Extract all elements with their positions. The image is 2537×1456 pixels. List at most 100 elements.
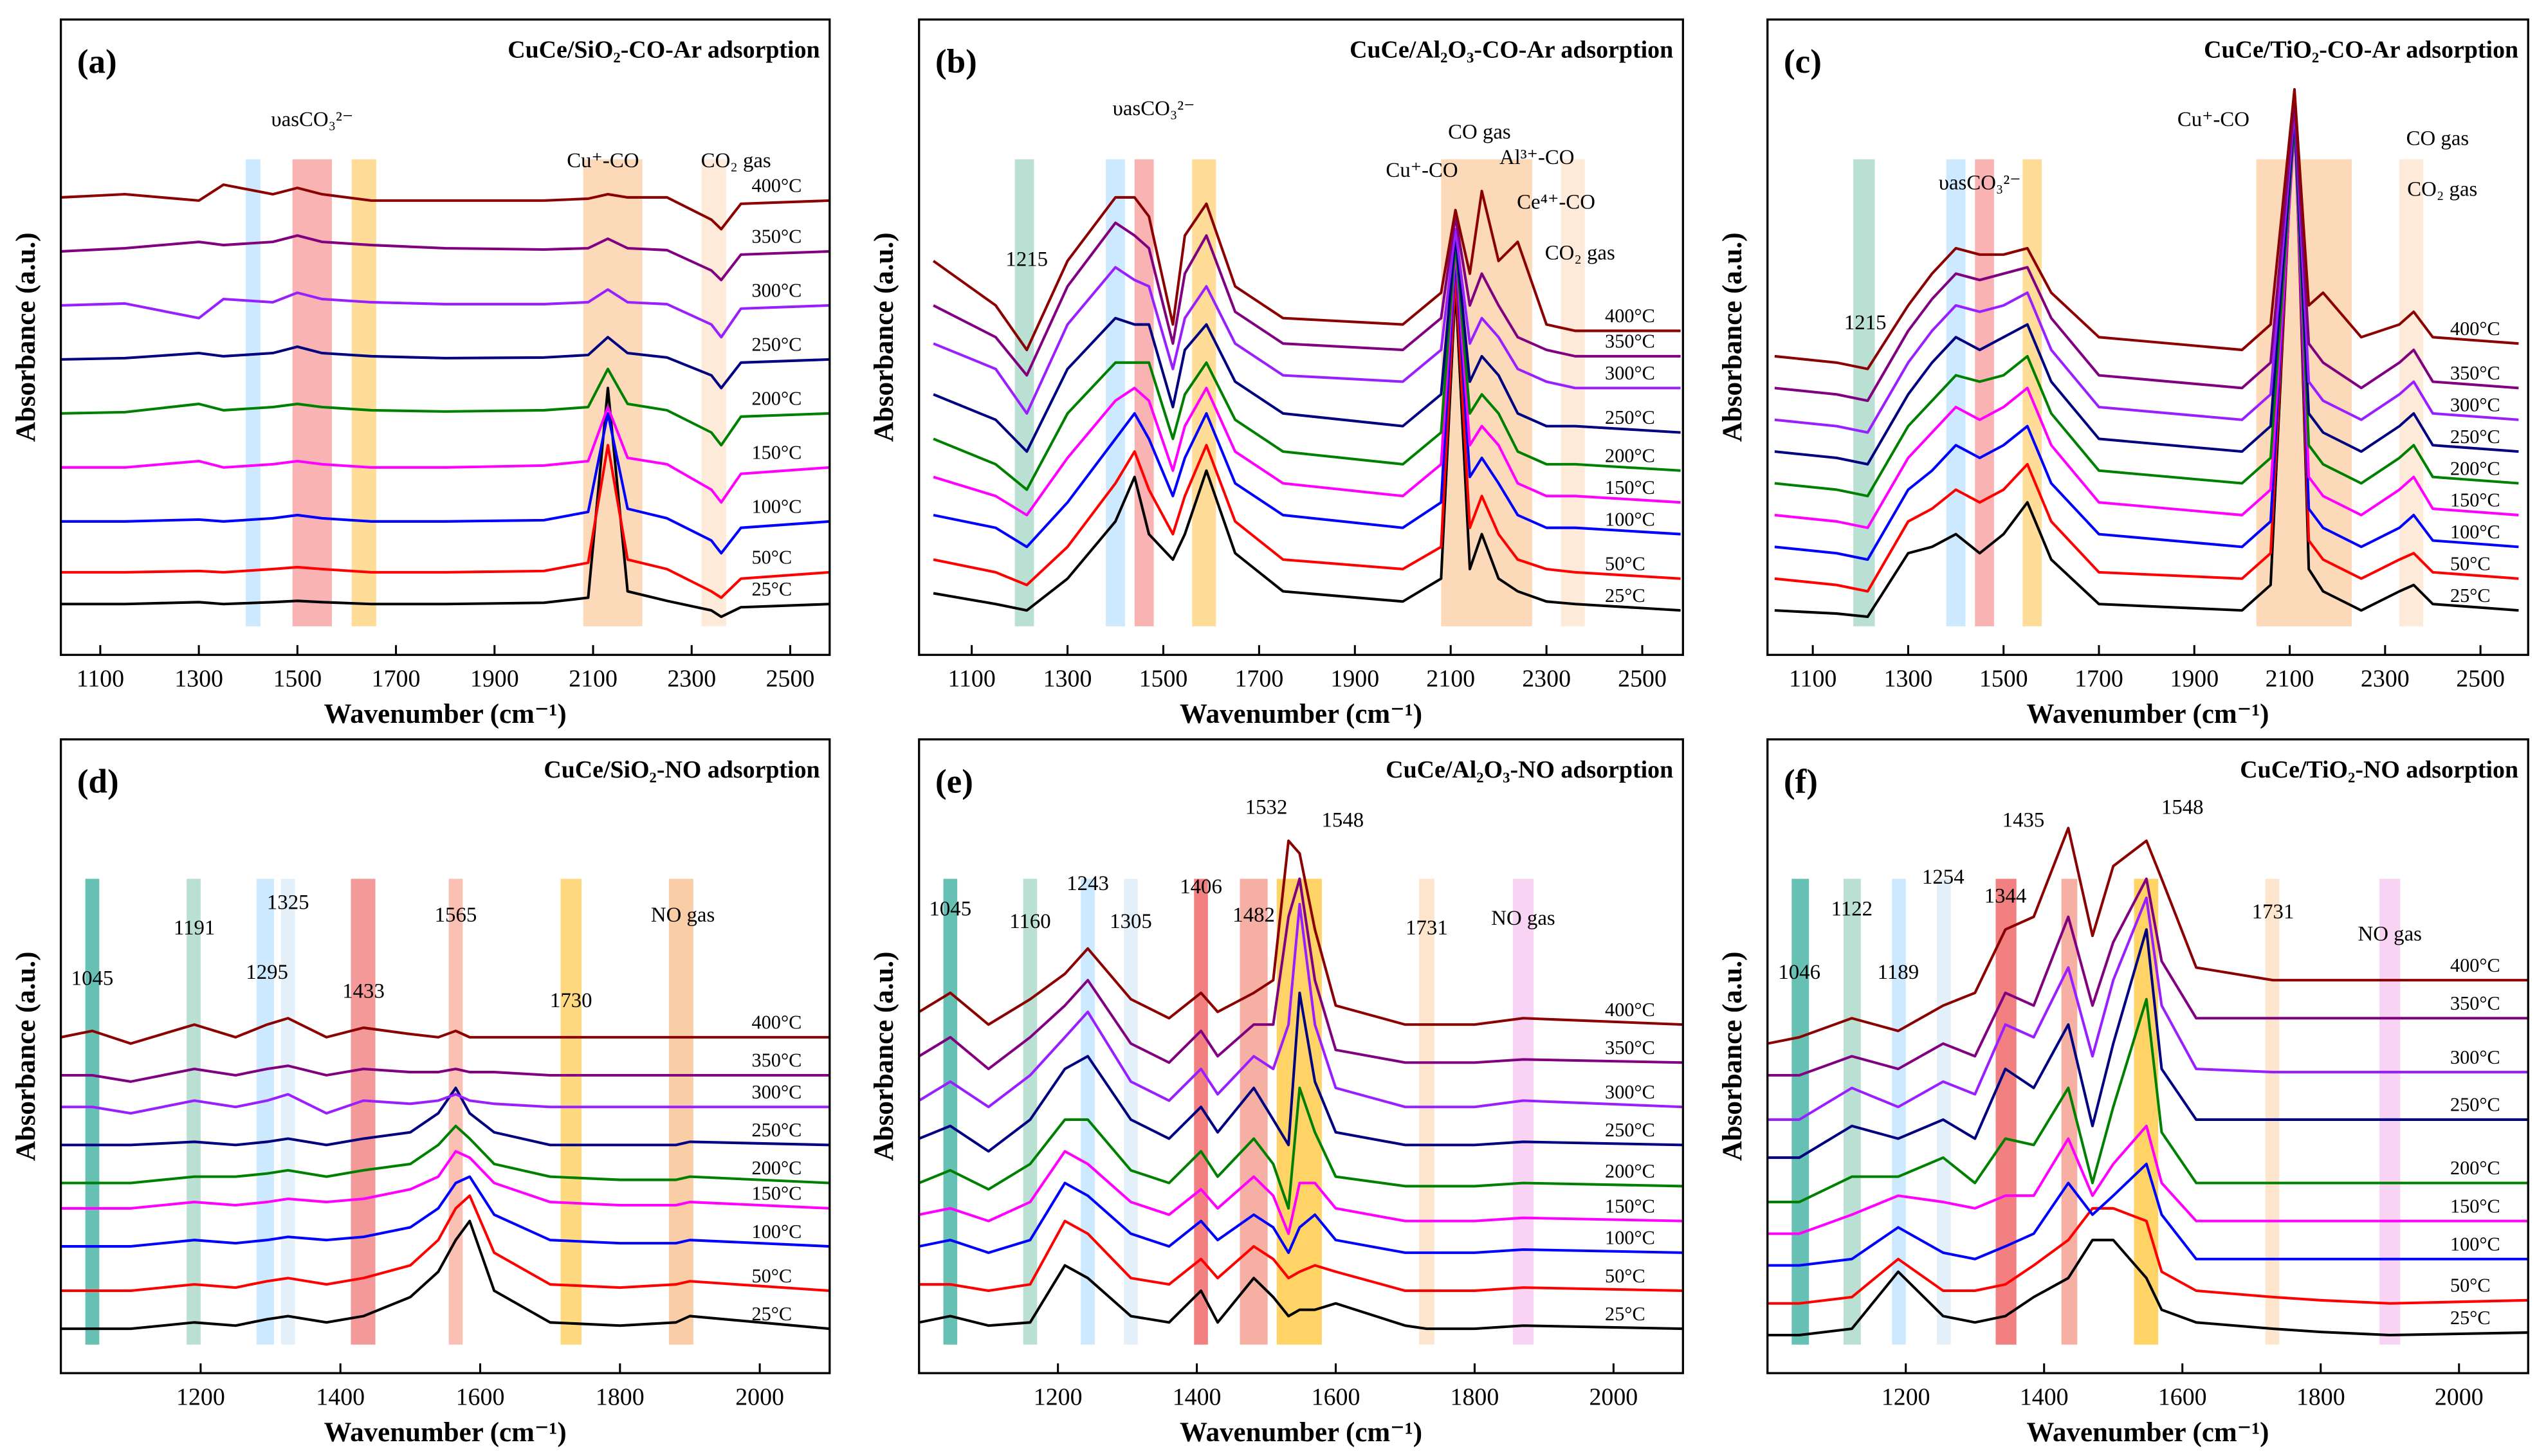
series-label: 250°C bbox=[1605, 1119, 1655, 1141]
highlight-band bbox=[1892, 878, 1906, 1345]
spectrum-line bbox=[918, 1086, 1683, 1210]
highlight-band bbox=[943, 878, 958, 1345]
spectrum-line bbox=[60, 1194, 830, 1293]
annotation: 1565 bbox=[435, 904, 477, 927]
x-tick-label: 1500 bbox=[1979, 665, 2028, 692]
panel-label: (c) bbox=[1784, 43, 1822, 80]
plot-frame bbox=[1766, 18, 2529, 656]
series-label: 350°C bbox=[1605, 331, 1655, 352]
highlight-band bbox=[448, 878, 463, 1345]
spectrum-line bbox=[60, 1086, 830, 1147]
annotation: CO₂ gas bbox=[2407, 178, 2477, 201]
spectrum-line bbox=[1774, 120, 2519, 498]
series-label: 50°C bbox=[2450, 552, 2491, 574]
spectrum-line bbox=[1774, 107, 2519, 593]
panel-label: (a) bbox=[77, 43, 117, 80]
highlight-band bbox=[1791, 878, 1809, 1345]
y-axis-label: Absorbance (a.u.) bbox=[11, 232, 41, 442]
annotation: 1548 bbox=[2161, 796, 2204, 819]
annotation: 1548 bbox=[1321, 808, 1364, 832]
annotation: 1406 bbox=[1180, 875, 1222, 898]
spectrum-line bbox=[933, 228, 1681, 415]
x-axis-label: Wavenumber (cm⁻¹) bbox=[2026, 699, 2269, 729]
x-tick-label: 1200 bbox=[1882, 1383, 1930, 1410]
spectrum-line bbox=[933, 272, 1681, 587]
x-tick-label: 1500 bbox=[1139, 665, 1188, 692]
series-label: 300°C bbox=[1605, 1081, 1655, 1103]
highlight-band bbox=[85, 878, 100, 1345]
annotation: Ce⁴⁺-CO bbox=[1517, 190, 1595, 214]
series-label: 50°C bbox=[1605, 1265, 1645, 1287]
spectrum-line bbox=[1774, 87, 2519, 370]
highlight-band bbox=[1995, 878, 2017, 1345]
series-label: 25°C bbox=[1605, 585, 1645, 606]
annotation: 1295 bbox=[246, 961, 288, 984]
annotation: 1215 bbox=[1005, 248, 1048, 271]
highlight-band bbox=[187, 878, 201, 1345]
series-label: 100°C bbox=[2450, 521, 2500, 543]
annotation: Al³⁺-CO bbox=[1499, 146, 1575, 169]
series-label: 100°C bbox=[751, 496, 801, 518]
highlight-band bbox=[1512, 878, 1534, 1345]
series-label: 200°C bbox=[751, 1157, 801, 1179]
panel-title: CuCe/TiO₂-NO adsorption bbox=[2240, 756, 2518, 783]
x-tick-label: 2300 bbox=[667, 665, 716, 692]
x-axis-label: Wavenumber (cm⁻¹) bbox=[324, 1417, 567, 1448]
series-label: 300°C bbox=[751, 280, 801, 302]
spectrum-line bbox=[1774, 100, 2519, 403]
annotation: 1435 bbox=[2002, 808, 2045, 832]
x-axis-label: Wavenumber (cm⁻¹) bbox=[1180, 1417, 1422, 1448]
spectrum-line bbox=[919, 1219, 1683, 1293]
highlight-band bbox=[2379, 878, 2401, 1345]
x-tick-label: 1400 bbox=[2020, 1383, 2069, 1410]
annotation: Cu⁺-CO bbox=[567, 149, 639, 172]
x-tick-label: 2100 bbox=[569, 665, 618, 692]
x-tick-label: 1600 bbox=[2158, 1383, 2207, 1410]
spectrum-line bbox=[60, 1124, 830, 1185]
highlight-band bbox=[2022, 159, 2042, 626]
series-label: 150°C bbox=[2450, 1195, 2500, 1217]
series-label: 350°C bbox=[1605, 1037, 1655, 1059]
x-axis-label: Wavenumber (cm⁻¹) bbox=[324, 699, 567, 729]
series-label: 200°C bbox=[1605, 1160, 1655, 1182]
panel: 25°C 50°C 100°C 150°C 200°C 250°C 300°C 350°C 40… bbox=[869, 738, 1684, 1448]
x-axis-label: Wavenumber (cm⁻¹) bbox=[2026, 1417, 2269, 1448]
series-label: 25°C bbox=[751, 578, 792, 600]
series-label: 250°C bbox=[751, 1119, 801, 1141]
panel: 25°C 50°C 100°C 150°C 200°C 250°C 300°C 350°C 40… bbox=[1717, 738, 2529, 1448]
highlight-band bbox=[1081, 878, 1095, 1345]
series-label: 250°C bbox=[2450, 1094, 2500, 1116]
spectrum-line bbox=[1767, 1239, 2529, 1337]
y-axis-label: Absorbance (a.u.) bbox=[869, 232, 899, 442]
plot-frame bbox=[59, 738, 831, 1374]
annotation: 1045 bbox=[929, 897, 971, 920]
highlight-band bbox=[1240, 878, 1268, 1345]
annotation: CO₂ gas bbox=[701, 149, 771, 172]
spectrum-line bbox=[60, 412, 830, 555]
plot-frame bbox=[918, 738, 1684, 1374]
spectrum-line bbox=[933, 241, 1681, 491]
x-tick-label: 2000 bbox=[2435, 1383, 2484, 1410]
x-tick-label: 2100 bbox=[1426, 665, 1475, 692]
x-tick-label: 2500 bbox=[1618, 665, 1667, 692]
y-axis-label: Absorbance (a.u.) bbox=[11, 952, 41, 1161]
annotation: 1254 bbox=[1922, 866, 1965, 889]
series-label: 400°C bbox=[2450, 318, 2500, 340]
spectrum-line bbox=[1767, 1162, 2529, 1267]
spectrum-line bbox=[60, 367, 830, 447]
annotation: CO gas bbox=[2406, 127, 2469, 150]
annotation: 1532 bbox=[1245, 796, 1288, 819]
annotation: Cu⁺-CO bbox=[1386, 159, 1458, 182]
series-label: 150°C bbox=[1605, 477, 1655, 498]
spectrum-line bbox=[933, 234, 1681, 453]
x-tick-label: 1900 bbox=[2170, 665, 2219, 692]
series-label: 300°C bbox=[751, 1081, 801, 1103]
spectrum-line bbox=[60, 336, 830, 390]
series-label: 300°C bbox=[1605, 362, 1655, 384]
y-axis-label: Absorbance (a.u.) bbox=[1717, 232, 1748, 442]
x-tick-label: 1100 bbox=[948, 665, 995, 692]
annotation: 1045 bbox=[71, 967, 114, 990]
highlight-band bbox=[1014, 159, 1034, 626]
spectrum-line bbox=[60, 1093, 830, 1115]
